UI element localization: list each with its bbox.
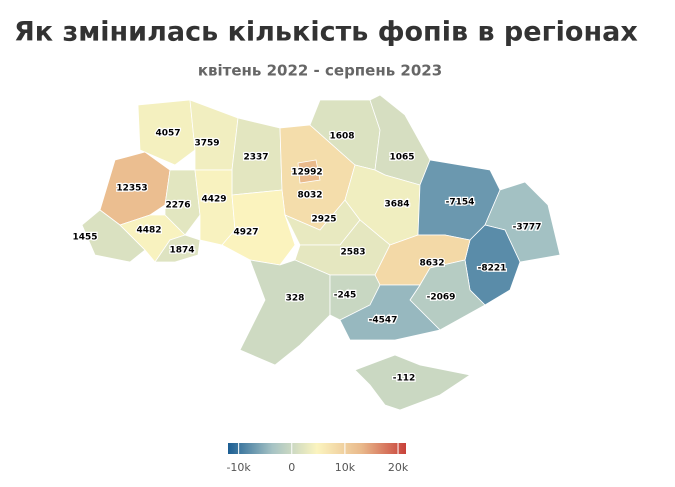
- region-value: 12992: [291, 168, 322, 178]
- region-value: -3777: [513, 223, 542, 233]
- region-value: 1455: [72, 233, 97, 243]
- region: [154, 234, 201, 263]
- region-value: 2583: [340, 248, 365, 258]
- region-value: -8221: [478, 264, 507, 274]
- region: [194, 169, 236, 246]
- region-value: -4547: [369, 316, 398, 326]
- region-value: 8632: [419, 259, 444, 269]
- region-value: 12353: [116, 184, 147, 194]
- region-value: 4482: [136, 226, 161, 236]
- color-tick-label: 0: [288, 461, 295, 474]
- region: [297, 159, 321, 184]
- labels: 4057 3759 2337 8032 12992 1608 1065 12353 2276 44…: [71, 127, 542, 385]
- color-tick-label: 10k: [335, 461, 356, 474]
- region: [137, 99, 196, 166]
- region-value: 2925: [311, 215, 336, 225]
- region: [189, 99, 239, 171]
- color-bar: [228, 443, 406, 454]
- region-value: -2069: [427, 293, 456, 303]
- regions: [81, 94, 561, 411]
- region-value: -245: [334, 291, 357, 301]
- region-value: 4927: [233, 228, 258, 238]
- region-value: 3684: [384, 200, 409, 210]
- region-value: 3759: [194, 139, 219, 149]
- region: [339, 284, 441, 341]
- region: [369, 94, 431, 186]
- map-title: Як змінилась кількість фопів в регіонах: [14, 17, 638, 48]
- region: [354, 354, 472, 411]
- region-value: 1065: [389, 153, 414, 163]
- region-value: 2276: [165, 201, 190, 211]
- region-value: 4057: [155, 129, 180, 139]
- region-value: 1874: [169, 246, 194, 256]
- map-subtitle: квітень 2022 - серпень 2023: [198, 62, 442, 80]
- region: [239, 259, 331, 366]
- region-value: -7154: [446, 198, 475, 208]
- legend: -10k 0 10k 20k: [226, 443, 409, 474]
- region-value: 4429: [201, 195, 226, 205]
- region-value: 2337: [243, 153, 268, 163]
- region-value: 8032: [297, 191, 322, 201]
- color-tick-label: -10k: [226, 461, 251, 474]
- color-tick-label: 20k: [388, 461, 409, 474]
- region-value: 328: [286, 294, 305, 304]
- region-value: 1608: [329, 132, 354, 142]
- region-value: -112: [393, 374, 416, 384]
